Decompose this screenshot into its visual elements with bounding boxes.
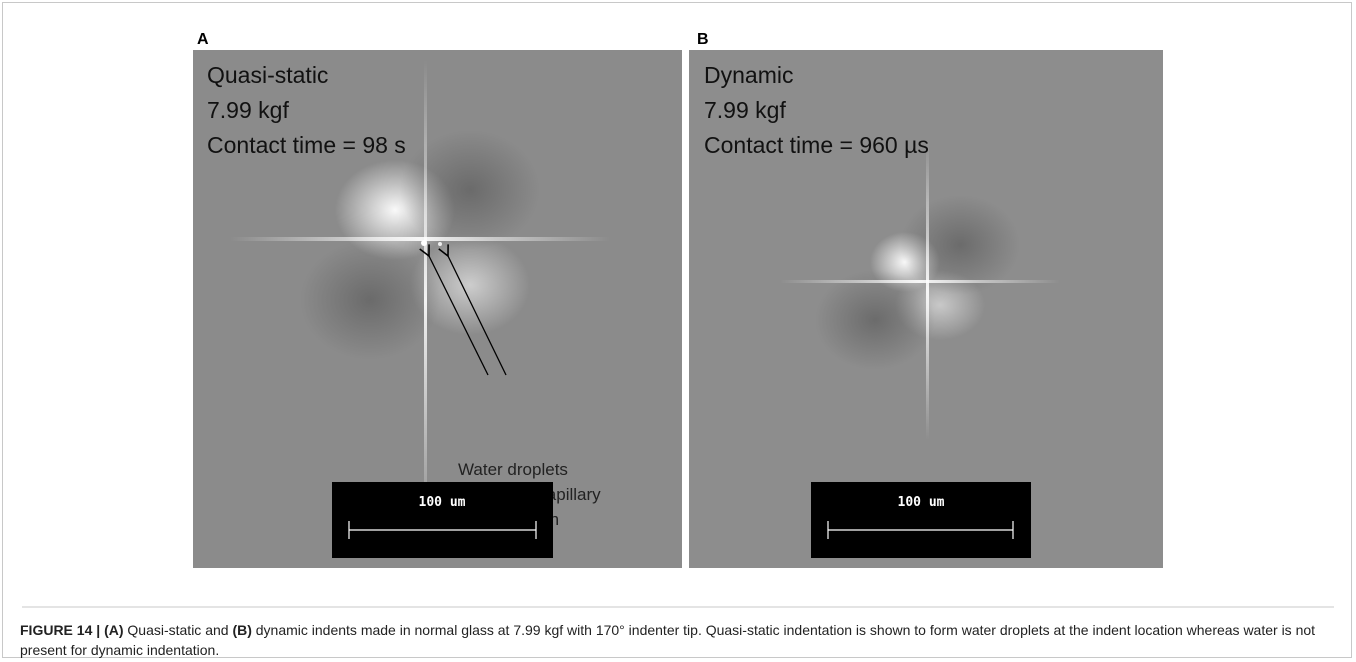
panel-label: B — [697, 31, 709, 48]
figure: A Quasi-static 7.99 kgf Contact time = 9… — [0, 0, 1356, 662]
scale-bar-label: 100 um — [898, 495, 945, 510]
scale-bar-label: 100 um — [419, 495, 466, 510]
caption-text: Quasi-static and — [124, 622, 233, 638]
annotation: Water droplets — [458, 460, 568, 479]
image-text: Dynamic — [704, 62, 793, 88]
image-text: Contact time = 98 s — [207, 132, 406, 158]
page: A Quasi-static 7.99 kgf Contact time = 9… — [0, 0, 1356, 662]
caption: FIGURE 14 | (A) Quasi-static and (B) dyn… — [20, 620, 1336, 660]
panel-ref: (A) — [104, 622, 123, 638]
image-text: Quasi-static — [207, 62, 328, 88]
image-text: Contact time = 960 µs — [704, 132, 929, 158]
image-text: 7.99 kgf — [207, 97, 289, 123]
panel-ref: (B) — [232, 622, 251, 638]
scale-bar-box — [332, 482, 553, 558]
panel-label: A — [197, 31, 209, 48]
scale-bar-box — [811, 482, 1031, 558]
figure-number: FIGURE 14 | — [20, 622, 104, 638]
image-text: 7.99 kgf — [704, 97, 786, 123]
